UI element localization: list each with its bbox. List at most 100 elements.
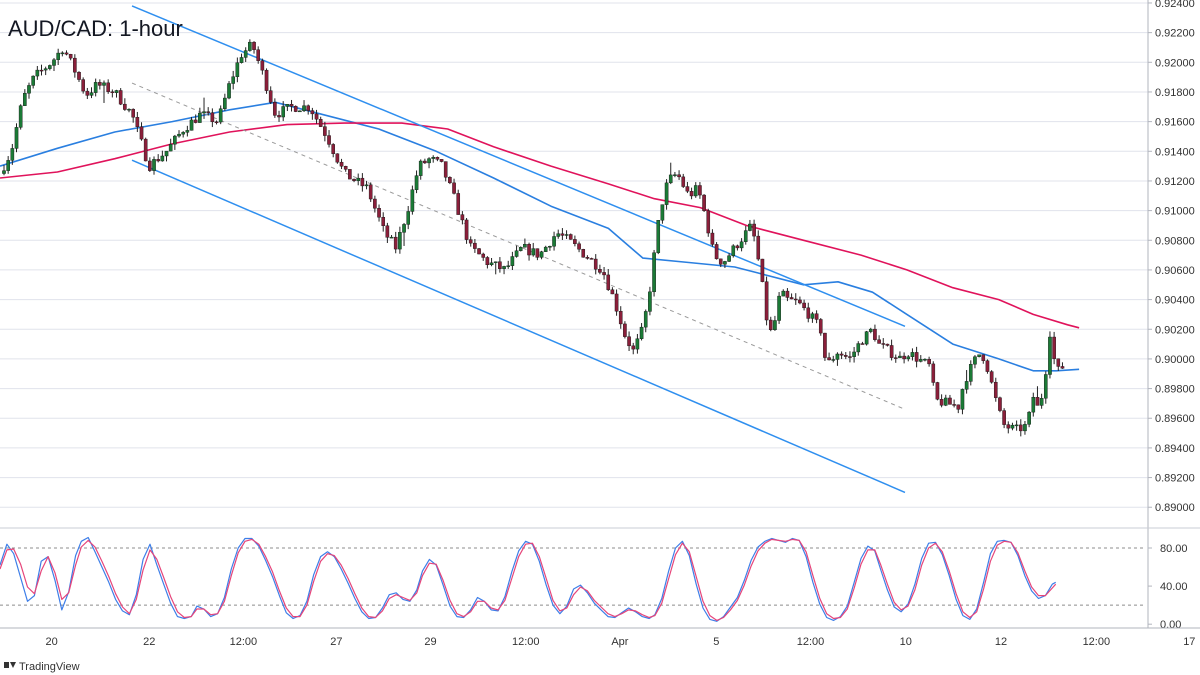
candle-down[interactable] [339,161,344,167]
candle-up[interactable] [56,52,60,60]
candle-down[interactable] [148,160,152,171]
candle-up[interactable] [518,247,523,251]
candle-down[interactable] [110,91,115,93]
candlesticks[interactable] [2,39,1065,437]
candle-up[interactable] [723,261,727,265]
candle-up[interactable] [1014,424,1019,427]
candle-up[interactable] [43,68,48,71]
candle-down[interactable] [1002,410,1006,425]
candle-down[interactable] [698,185,702,196]
candle-down[interactable] [802,302,806,309]
candle-up[interactable] [185,130,190,133]
candle-up[interactable] [231,76,235,84]
candle-down[interactable] [289,104,294,107]
candle-down[interactable] [527,243,531,256]
candle-up[interactable] [239,57,244,63]
candle-up[interactable] [198,112,202,123]
candle-down[interactable] [827,357,831,361]
candle-down[interactable] [293,105,298,112]
candle-up[interactable] [6,160,10,171]
candle-up[interactable] [1010,424,1015,429]
candle-down[interactable] [1018,424,1023,432]
candle-down[interactable] [477,248,481,255]
candle-down[interactable] [352,178,356,181]
candle-up[interactable] [18,105,23,128]
candle-up[interactable] [810,313,815,319]
candle-down[interactable] [360,177,365,187]
candle-down[interactable] [306,105,311,111]
candle-down[interactable] [135,117,140,127]
candle-down[interactable] [998,397,1002,411]
candle-down[interactable] [598,269,602,273]
candle-up[interactable] [127,108,131,111]
candle-down[interactable] [535,248,540,258]
candle-down[interactable] [618,311,623,325]
candle-down[interactable] [498,261,502,269]
candle-up[interactable] [977,354,981,357]
candle-up[interactable] [514,250,519,257]
candle-up[interactable] [177,133,181,137]
candle-up[interactable] [639,326,644,339]
channel-midline[interactable] [131,82,906,410]
candle-down[interactable] [206,111,210,113]
candle-down[interactable] [631,345,636,350]
candle-up[interactable] [1043,374,1048,399]
candle-down[interactable] [277,115,281,118]
candle-up[interactable] [93,82,98,93]
candle-down[interactable] [1006,424,1011,429]
candle-down[interactable] [318,119,323,127]
candle-up[interactable] [152,159,156,171]
candle-down[interactable] [881,343,886,345]
candle-up[interactable] [493,261,498,264]
candle-up[interactable] [668,174,673,184]
candle-up[interactable] [510,256,515,266]
candle-down[interactable] [210,112,215,123]
candle-down[interactable] [256,49,260,61]
candle-up[interactable] [389,236,394,239]
candle-down[interactable] [485,257,490,266]
candle-down[interactable] [1060,366,1065,369]
candle-down[interactable] [473,242,477,249]
candle-up[interactable] [743,230,748,242]
candle-up[interactable] [531,248,536,256]
candle-up[interactable] [181,132,185,135]
candle-up[interactable] [60,52,65,55]
candle-down[interactable] [331,144,336,154]
candle-up[interactable] [523,243,527,248]
candle-up[interactable] [748,223,752,231]
candle-up[interactable] [660,204,665,221]
candle-down[interactable] [323,126,327,136]
candle-down[interactable] [64,52,69,55]
candle-down[interactable] [756,235,761,260]
candle-down[interactable] [860,343,865,345]
candle-up[interactable] [102,82,106,86]
candle-down[interactable] [573,239,577,244]
candle-down[interactable] [443,161,448,178]
candle-down[interactable] [81,79,85,92]
candle-down[interactable] [610,289,615,295]
candle-down[interactable] [314,113,319,120]
candle-down[interactable] [585,257,590,259]
candle-up[interactable] [968,364,973,382]
candle-up[interactable] [635,338,640,350]
candle-up[interactable] [218,108,223,123]
candle-up[interactable] [35,69,40,77]
candle-down[interactable] [68,54,73,59]
candle-up[interactable] [189,119,194,131]
candle-up[interactable] [781,290,786,297]
candle-up[interactable] [281,106,285,118]
candle-down[interactable] [823,332,827,358]
candle-up[interactable] [898,355,902,359]
candle-down[interactable] [143,138,148,162]
candle-up[interactable] [356,177,361,181]
channel-upper-line[interactable] [131,5,906,327]
candle-up[interactable] [864,331,869,345]
candle-up[interactable] [398,232,402,250]
candle-up[interactable] [656,220,661,253]
candle-up[interactable] [2,170,6,174]
candle-down[interactable] [1056,358,1061,367]
candle-down[interactable] [377,208,381,218]
candle-down[interactable] [560,233,565,236]
candle-down[interactable] [843,355,848,357]
candle-up[interactable] [543,246,548,252]
